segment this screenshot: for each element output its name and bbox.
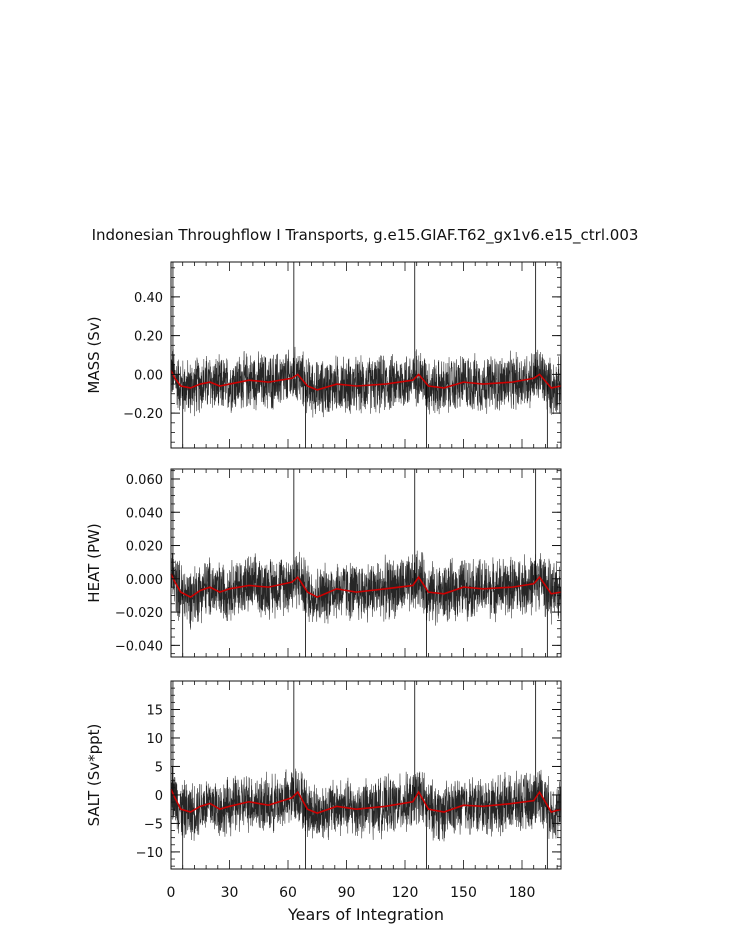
mass-raw-series <box>170 346 562 418</box>
x-tick-label: 150 <box>450 885 477 901</box>
salt-y-tick-label: 15 <box>146 703 163 718</box>
salt-y-tick-label: −5 <box>144 817 163 832</box>
heat-y-axis-label: HEAT (PW) <box>85 523 103 602</box>
heat-y-tick-label: 0.040 <box>126 506 163 521</box>
x-tick-label: 0 <box>167 885 176 901</box>
heat-y-tick-label: 0.000 <box>126 573 163 588</box>
salt-smoothed-series <box>170 788 562 815</box>
x-tick-label: 60 <box>279 885 297 901</box>
mass-panel: −0.20 0.00 0.20 0.40 MASS (Sv) <box>85 261 562 449</box>
salt-y-tick-label: 5 <box>155 760 163 775</box>
mass-y-tick-label: −0.20 <box>123 407 163 422</box>
heat-y-tick-label: −0.020 <box>115 606 163 621</box>
mass-smoothed-series <box>170 370 562 391</box>
salt-y-tick-label: −10 <box>136 846 163 861</box>
mass-y-tick-label: 0.40 <box>134 291 163 306</box>
heat-y-tick-label: 0.020 <box>126 540 163 555</box>
heat-panel: −0.040 −0.020 0.000 0.020 0.040 0.060 HEAT (PW… <box>85 468 562 658</box>
heat-smoothed-series <box>170 573 562 599</box>
panels: −0.20 0.00 0.20 0.40 MASS (Sv) −0.040 −0.020 0.… <box>85 261 562 901</box>
x-tick-label: 180 <box>509 885 536 901</box>
chart-title: Indonesian Throughflow I Transports, g.e… <box>92 226 639 245</box>
heat-raw-series <box>170 550 562 630</box>
salt-frame <box>170 680 562 870</box>
salt-y-tick-label: 0 <box>155 789 163 804</box>
mass-y-tick-label: 0.00 <box>134 368 163 383</box>
x-tick-label: 30 <box>221 885 239 901</box>
x-axis-label: Years of Integration <box>287 905 444 924</box>
mass-y-axis-label: MASS (Sv) <box>85 316 103 393</box>
x-tick-label: 90 <box>338 885 356 901</box>
heat-y-tick-label: −0.040 <box>115 639 163 654</box>
salt-y-axis-label: SALT (Sv*ppt) <box>85 724 103 827</box>
mass-y-tick-label: 0.20 <box>134 330 163 345</box>
x-tick-label: 120 <box>392 885 419 901</box>
heat-frame <box>170 468 562 658</box>
salt-panel: −10 −5 0 5 10 15 SALT (Sv*ppt) <box>85 680 562 870</box>
heat-y-tick-label: 0.060 <box>126 473 163 488</box>
salt-raw-series <box>170 765 562 842</box>
mass-frame <box>170 261 562 449</box>
salt-y-tick-label: 10 <box>146 732 163 747</box>
